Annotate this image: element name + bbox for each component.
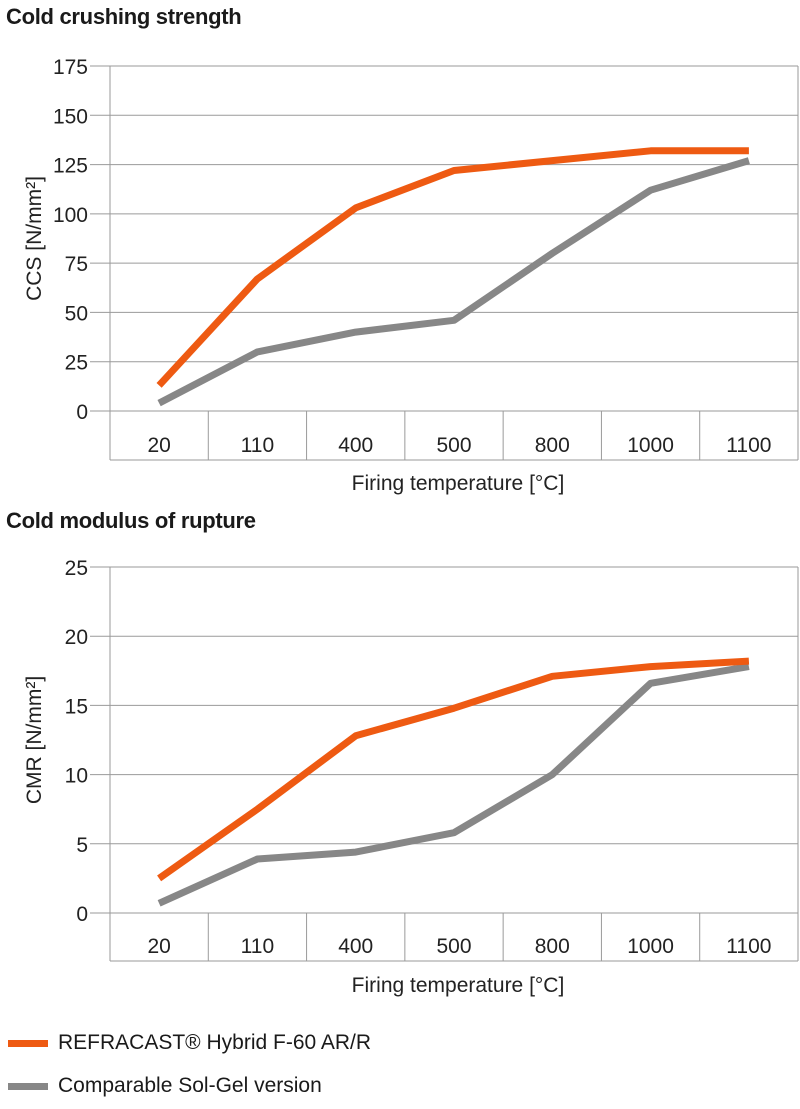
y-tick-label: 15 — [65, 695, 88, 718]
x-axis-label: Firing temperature [°C] — [352, 472, 565, 495]
x-tick-label: 800 — [535, 434, 570, 457]
x-tick-label: 110 — [241, 434, 274, 457]
series-line-solgel — [157, 157, 750, 407]
legend-item-solgel: Comparable Sol-Gel version — [8, 1074, 322, 1098]
y-tick-label: 75 — [65, 253, 88, 276]
x-tick-label: 500 — [436, 935, 471, 958]
chart-ccs: 0 25 50 75 100 125 150 175 20 110 400 500 800 1000 110… — [23, 56, 799, 495]
legend-swatch-solgel — [8, 1082, 48, 1090]
x-tick-label: 1000 — [627, 434, 674, 457]
y-tick-label: 10 — [65, 765, 88, 788]
y-tick-label: 0 — [76, 401, 88, 424]
y-axis-label: CCS [N/mm²] — [23, 176, 46, 301]
y-tick-label: 5 — [76, 834, 88, 857]
y-tick-label: 0 — [76, 903, 88, 926]
x-tick-label: 20 — [147, 434, 170, 457]
x-tick-label: 1000 — [627, 935, 674, 958]
x-tick-label: 400 — [338, 434, 373, 457]
series-line-refracast — [156, 147, 749, 388]
chart-cmr: 0 5 10 15 20 25 20 110 400 500 800 1000 1100 Firing t… — [23, 557, 799, 997]
y-tick-label: 20 — [65, 626, 88, 649]
legend-item-refracast: REFRACAST® Hybrid F-60 AR/R — [8, 1031, 371, 1055]
y-tick-label: 50 — [65, 302, 88, 325]
series-line-refracast — [157, 657, 750, 882]
x-axis-label: Firing temperature [°C] — [352, 974, 565, 997]
x-tick-label: 20 — [147, 935, 170, 958]
x-tick-label: 1100 — [726, 935, 771, 958]
y-tick-label: 25 — [65, 557, 88, 580]
y-tick-label: 175 — [53, 56, 88, 79]
x-tick-label: 110 — [241, 935, 274, 958]
legend-label-refracast: REFRACAST® Hybrid F-60 AR/R — [58, 1031, 372, 1054]
legend-label-solgel: Comparable Sol-Gel version — [58, 1074, 322, 1097]
chart-title-ccs: Cold crushing strength — [6, 4, 242, 29]
x-tick-label: 500 — [436, 434, 471, 457]
y-tick-label: 100 — [53, 204, 88, 227]
y-axis-label: CMR [N/mm²] — [23, 676, 46, 804]
series-line-solgel — [157, 663, 750, 907]
x-tick-label: 400 — [338, 935, 373, 958]
chart-title-cmr: Cold modulus of rupture — [6, 508, 256, 533]
y-tick-label: 150 — [53, 105, 88, 128]
legend-swatch-refracast — [8, 1039, 48, 1047]
x-tick-label: 1100 — [726, 434, 771, 457]
y-tick-label: 125 — [53, 155, 88, 178]
x-tick-label: 800 — [535, 935, 570, 958]
y-tick-label: 25 — [65, 352, 88, 375]
